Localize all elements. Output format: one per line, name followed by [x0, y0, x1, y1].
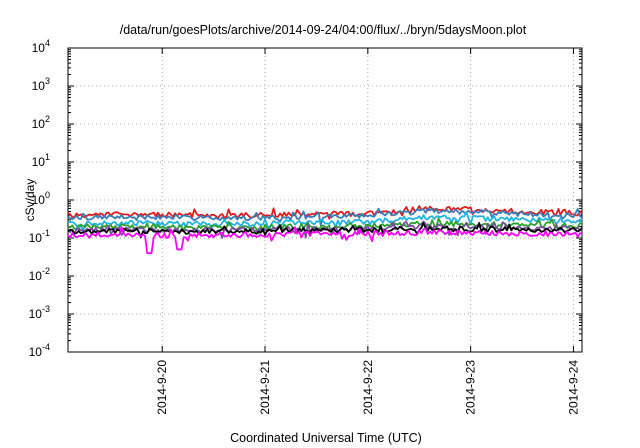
- y-tick-label: 10-4: [29, 342, 50, 359]
- y-tick-label: 102: [32, 114, 50, 131]
- y-tick-label: 100: [32, 190, 50, 207]
- y-axis-label: cSv/day: [23, 179, 37, 222]
- x-tick-label: 2014-9-20: [155, 360, 169, 415]
- y-tick-label: 104: [32, 38, 50, 55]
- series-line-6: [67, 222, 583, 239]
- y-tick-label: 10-2: [29, 266, 50, 283]
- series-group: [67, 205, 583, 255]
- x-tick-label: 2014-9-21: [258, 360, 272, 415]
- x-axis-label: Coordinated Universal Time (UTC): [230, 431, 422, 445]
- x-axis: 2014-9-20 2014-9-21 2014-9-22 2014-9-23 2014…: [155, 48, 580, 415]
- y-tick-label: 10-1: [29, 228, 50, 245]
- y-axis: 10-4 10-3 10-2 10-1 100 101 102 103 104: [29, 38, 582, 359]
- series-line-1: [67, 205, 583, 220]
- series-line-2: [67, 207, 583, 226]
- y-tick-label: 103: [32, 76, 50, 93]
- y-tick-label: 101: [32, 152, 50, 169]
- series-line-7: [67, 226, 583, 255]
- x-tick-label: 2014-9-24: [566, 360, 580, 415]
- y-tick-label: 10-3: [29, 304, 50, 321]
- x-tick-label: 2014-9-22: [361, 360, 375, 415]
- chart-title: /data/run/goesPlots/archive/2014-09-24/0…: [120, 23, 527, 37]
- grid: [68, 48, 582, 352]
- x-tick-label: 2014-9-23: [464, 360, 478, 415]
